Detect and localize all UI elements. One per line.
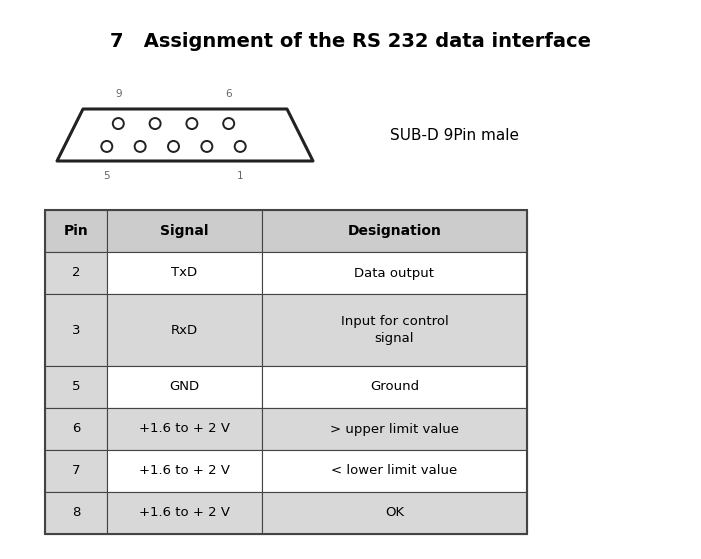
Text: Data output: Data output: [355, 267, 435, 280]
Text: GND: GND: [170, 381, 200, 394]
Text: > upper limit value: > upper limit value: [330, 423, 459, 435]
Bar: [107, 294, 262, 366]
Bar: [45, 294, 107, 366]
Circle shape: [168, 141, 179, 152]
Text: < lower limit value: < lower limit value: [332, 465, 458, 477]
Text: OK: OK: [385, 506, 404, 519]
Circle shape: [223, 118, 234, 129]
Bar: [262, 294, 527, 366]
Text: Pin: Pin: [64, 224, 88, 238]
Text: 7: 7: [72, 465, 80, 477]
Bar: [45, 408, 107, 450]
Bar: [45, 366, 107, 408]
Text: 6: 6: [226, 89, 232, 99]
Bar: [107, 408, 262, 450]
Bar: [45, 210, 527, 534]
Circle shape: [201, 141, 212, 152]
Circle shape: [186, 118, 198, 129]
Circle shape: [102, 141, 112, 152]
Bar: [45, 492, 107, 534]
Bar: [107, 210, 262, 252]
Polygon shape: [57, 109, 313, 161]
Text: 7   Assignment of the RS 232 data interface: 7 Assignment of the RS 232 data interfac…: [110, 32, 591, 51]
Text: TxD: TxD: [172, 267, 198, 280]
Text: 3: 3: [72, 324, 80, 337]
Text: RxD: RxD: [171, 324, 198, 337]
Text: +1.6 to + 2 V: +1.6 to + 2 V: [139, 465, 230, 477]
Bar: [262, 492, 527, 534]
Circle shape: [235, 141, 245, 152]
Circle shape: [135, 141, 146, 152]
Circle shape: [149, 118, 161, 129]
Text: 1: 1: [237, 171, 243, 181]
Text: Signal: Signal: [161, 224, 209, 238]
Bar: [262, 366, 527, 408]
Text: SUB-D 9Pin male: SUB-D 9Pin male: [390, 127, 519, 143]
Bar: [262, 408, 527, 450]
Bar: [45, 210, 107, 252]
Bar: [262, 252, 527, 294]
Text: Designation: Designation: [348, 224, 442, 238]
Bar: [107, 450, 262, 492]
Bar: [262, 450, 527, 492]
Bar: [45, 252, 107, 294]
Circle shape: [113, 118, 124, 129]
Text: +1.6 to + 2 V: +1.6 to + 2 V: [139, 506, 230, 519]
Text: Input for control
signal: Input for control signal: [341, 315, 449, 345]
Bar: [107, 366, 262, 408]
Text: 8: 8: [72, 506, 80, 519]
Text: +1.6 to + 2 V: +1.6 to + 2 V: [139, 423, 230, 435]
Bar: [262, 210, 527, 252]
Bar: [107, 492, 262, 534]
Text: 6: 6: [72, 423, 80, 435]
Text: 5: 5: [104, 171, 110, 181]
Text: 2: 2: [72, 267, 80, 280]
Bar: [107, 252, 262, 294]
Text: 9: 9: [115, 89, 121, 99]
Text: Ground: Ground: [370, 381, 419, 394]
Bar: [45, 450, 107, 492]
Text: 5: 5: [72, 381, 80, 394]
